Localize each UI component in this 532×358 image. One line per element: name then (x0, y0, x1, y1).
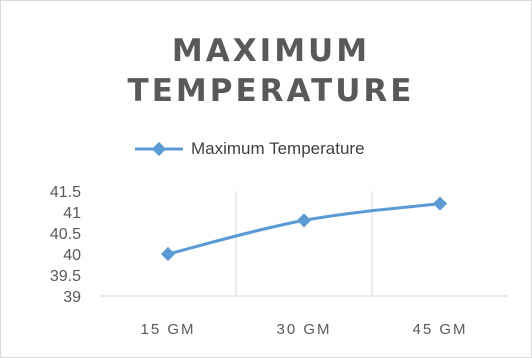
data-point-marker (296, 213, 312, 228)
y-tick-label: 39 (63, 289, 81, 306)
chart-title-line-1: MAXIMUM (171, 33, 371, 69)
x-tick-label: 30 GM (276, 321, 331, 338)
x-tick-label: 15 GM (140, 321, 195, 338)
y-tick-label: 41 (63, 205, 81, 222)
data-point-marker (432, 196, 448, 211)
y-tick-label: 39.5 (50, 268, 81, 285)
data-point-marker (160, 246, 176, 262)
x-tick-label: 45 GM (412, 321, 467, 338)
y-tick-label: 40 (63, 247, 81, 264)
chart-title-line-2: TEMPERATURE (127, 73, 415, 109)
y-tick-label: 40.5 (50, 226, 81, 243)
series-line (166, 202, 442, 256)
y-tick-label: 41.5 (50, 184, 81, 201)
legend-label: Maximum Temperature (191, 139, 365, 158)
chart-title: MAXIMUM TEMPERATURE (1, 31, 532, 111)
legend-swatch-icon (135, 142, 183, 156)
chart-legend: Maximum Temperature (133, 137, 365, 161)
